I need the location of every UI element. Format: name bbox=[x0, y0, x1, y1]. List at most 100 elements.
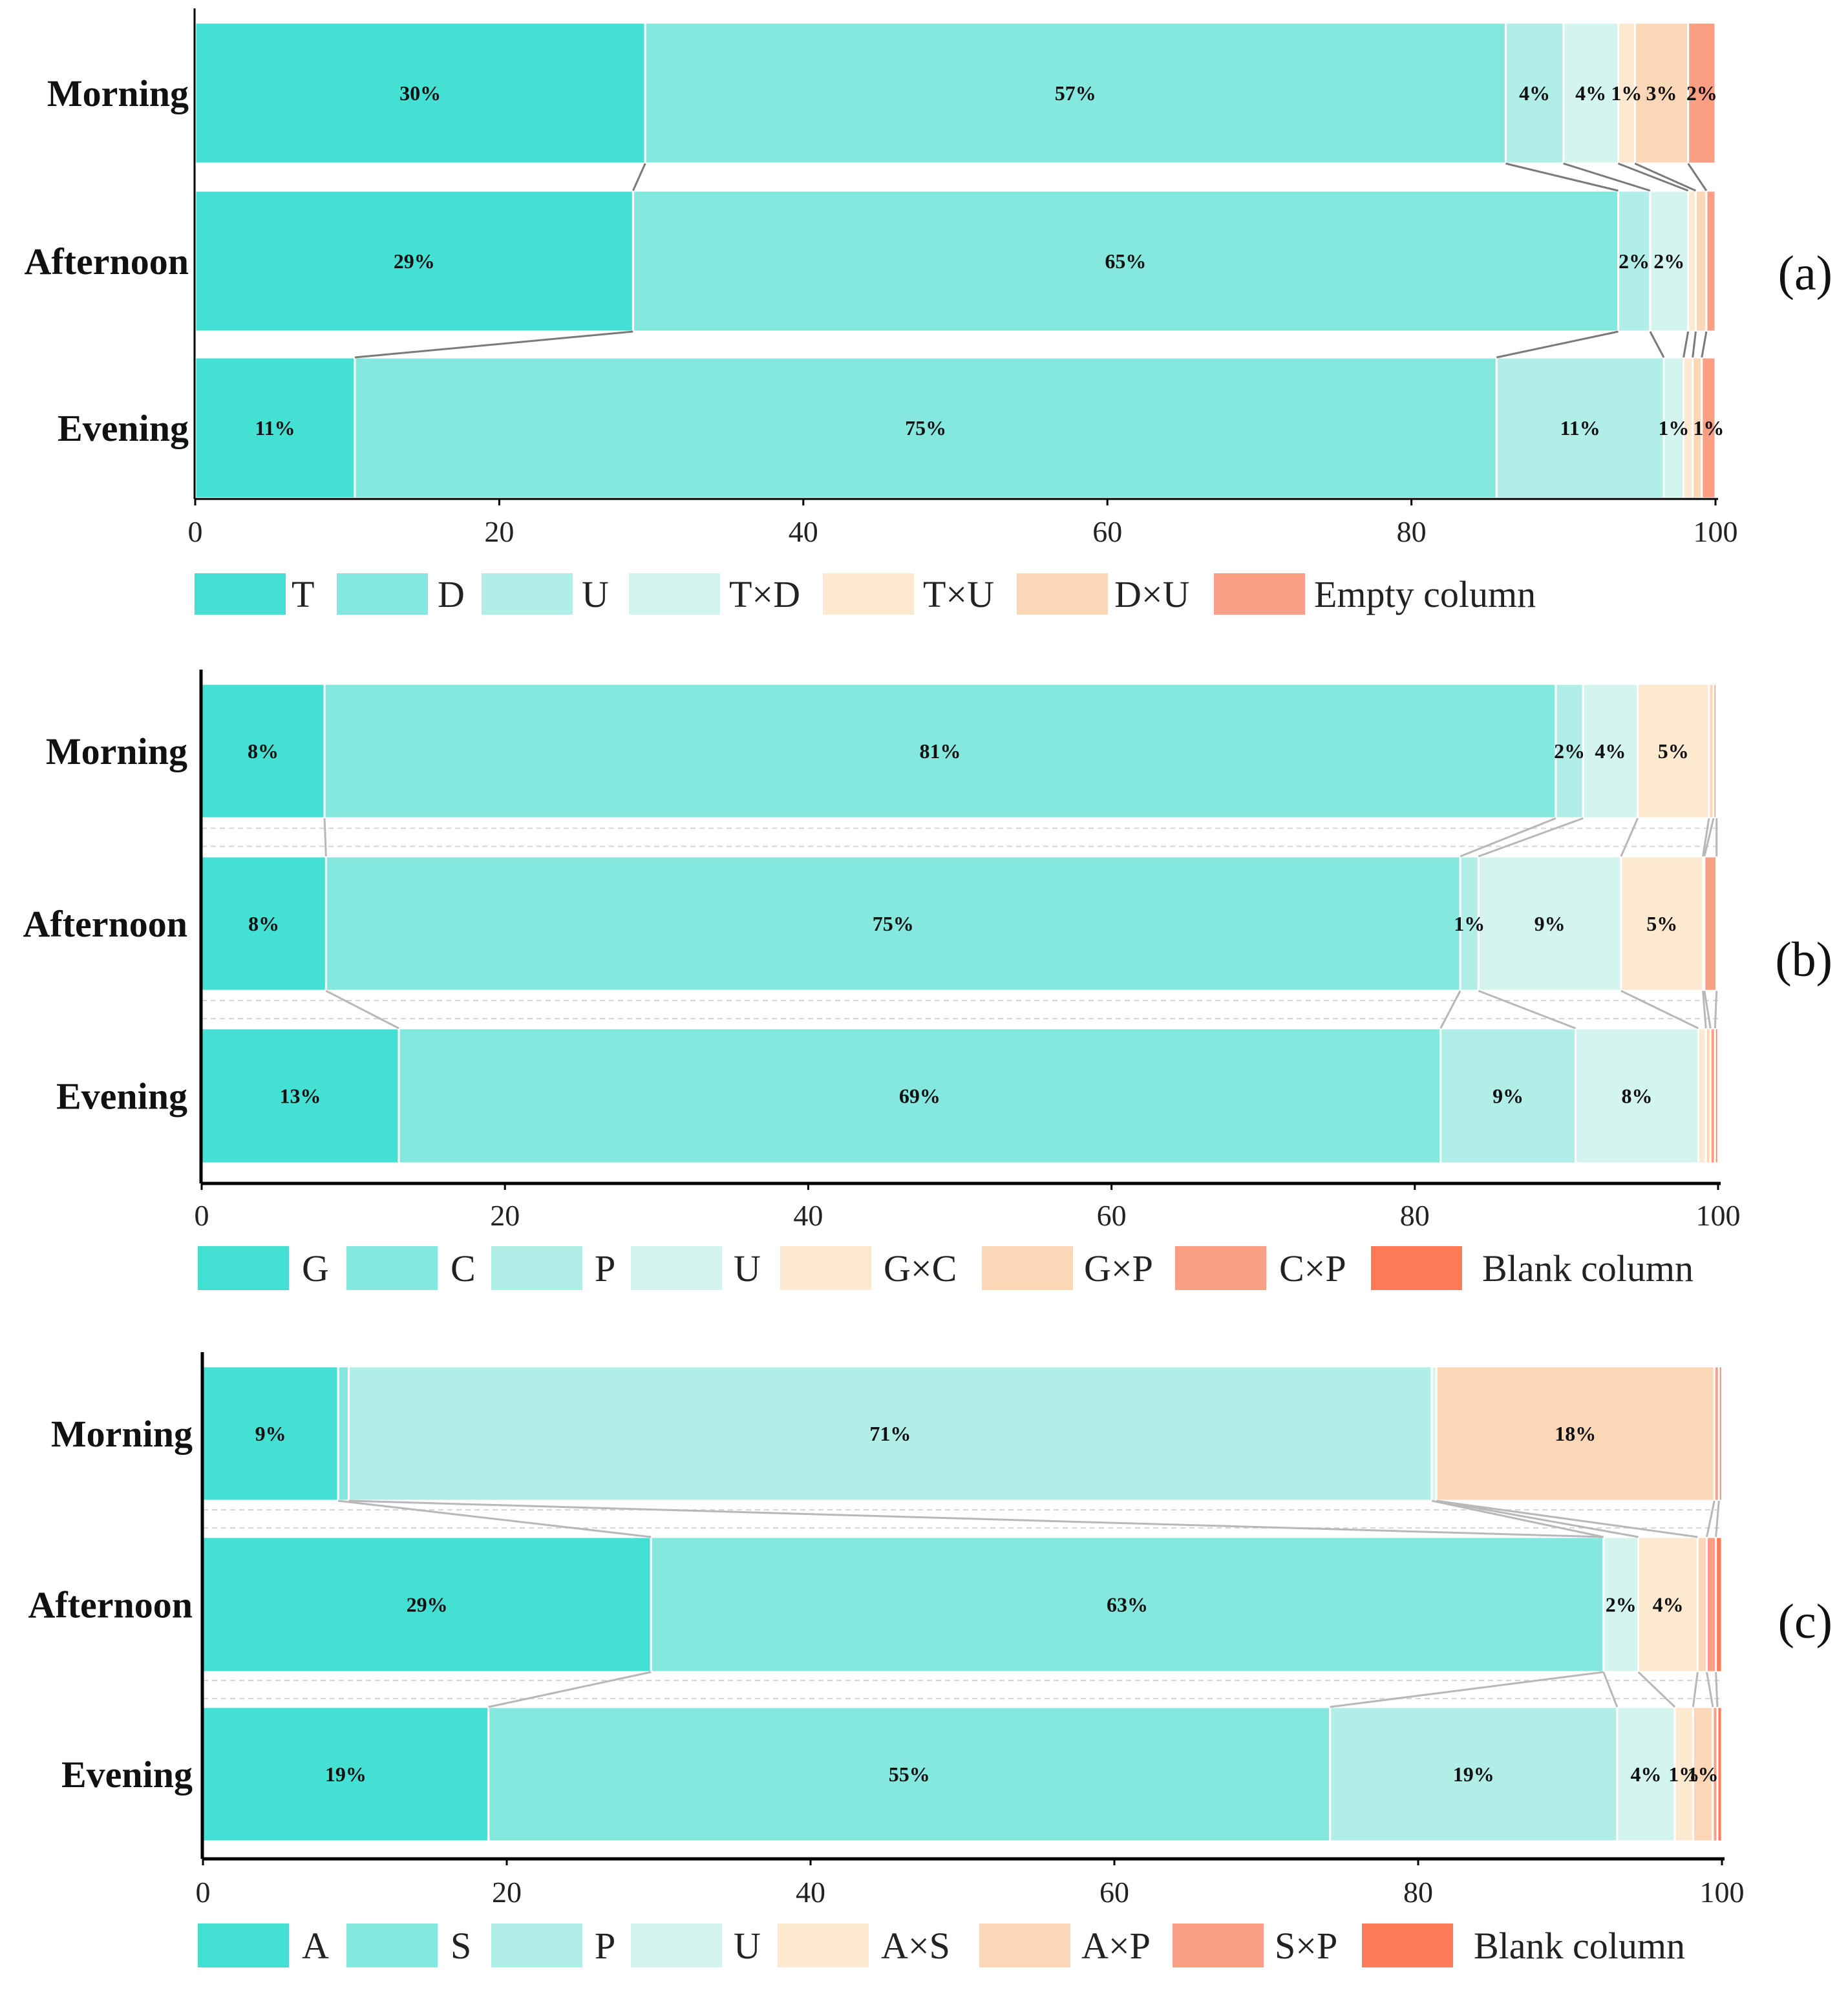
panel-a-x-tick-80: 80 bbox=[1397, 515, 1427, 548]
panel-a-bar-afternoon-empty-column bbox=[1705, 189, 1717, 333]
connector-line bbox=[1436, 1499, 1639, 1538]
panel-b-panel-label: (b) bbox=[1775, 933, 1832, 987]
connector-line bbox=[1703, 818, 1715, 857]
legend-label-s: S bbox=[451, 1925, 471, 1967]
panel-a-bar-evening-d bbox=[354, 356, 1498, 500]
panel-c-label-afternoon-a: 29% bbox=[407, 1593, 448, 1616]
connector-line bbox=[1692, 331, 1697, 358]
connector-line bbox=[1496, 330, 1619, 359]
panel-c-bar-evening-a-x-p bbox=[1692, 1706, 1714, 1843]
panel-b-label-morning-u: 4% bbox=[1595, 739, 1626, 763]
panel-c-bar-morning-blank-column bbox=[1717, 1365, 1723, 1502]
panel-a-x-tick-100: 100 bbox=[1694, 515, 1738, 548]
panel-b-x-tick-0: 0 bbox=[195, 1199, 209, 1232]
panel-c-label-evening-s: 55% bbox=[889, 1763, 930, 1786]
connector-line bbox=[1460, 817, 1556, 858]
panel-b-bar-morning-c bbox=[323, 683, 1557, 820]
panel-b-label-afternoon-p: 1% bbox=[1454, 912, 1485, 935]
panel-c-bar-afternoon-a bbox=[202, 1536, 652, 1673]
legend-swatch-a-x-p bbox=[979, 1923, 1070, 1967]
legend-label-g-x-c: G×C bbox=[884, 1247, 957, 1289]
panel-a-legend: T D U T×D T×U D×U Empty column bbox=[195, 573, 1536, 615]
panel-b-x-tick-100: 100 bbox=[1696, 1199, 1741, 1232]
legend-swatch-s bbox=[346, 1923, 438, 1967]
legend-swatch-c-x-p bbox=[1175, 1246, 1266, 1290]
panel-b-bar-evening-g-x-c bbox=[1697, 1027, 1707, 1165]
panel-c-bar-morning-s bbox=[337, 1365, 350, 1502]
connector-line bbox=[1703, 990, 1712, 1029]
panel-c-label-afternoon-u: 2% bbox=[1606, 1593, 1637, 1616]
legend-swatch-t bbox=[195, 573, 286, 615]
panel-c-panel-label: (c) bbox=[1778, 1595, 1832, 1649]
legend-label-c-x-p: C×P bbox=[1279, 1247, 1346, 1289]
panel-a-category-evening: Evening bbox=[58, 407, 189, 449]
legend-label-d: D bbox=[438, 573, 465, 615]
connector-line bbox=[348, 1499, 1604, 1538]
panel-a-bar-afternoon-u bbox=[1617, 189, 1652, 333]
panel-b-label-afternoon-u: 9% bbox=[1535, 912, 1566, 935]
panel-c-label-morning-a-x-p: 18% bbox=[1555, 1422, 1596, 1445]
connector-line bbox=[1617, 162, 1689, 192]
legend-swatch-u bbox=[631, 1246, 722, 1290]
panel-a-x-tick-60: 60 bbox=[1092, 515, 1122, 548]
panel-b-label-morning-g-x-c: 5% bbox=[1658, 739, 1689, 763]
connector-line bbox=[1436, 1499, 1698, 1538]
connector-line bbox=[1692, 1671, 1699, 1708]
panel-b-x-tick-80: 80 bbox=[1400, 1199, 1430, 1232]
panel-a-x-tick-0: 0 bbox=[188, 515, 203, 548]
connector-line bbox=[488, 1671, 652, 1708]
legend-label-s-x-p: S×P bbox=[1275, 1925, 1337, 1967]
panel-b-label-afternoon-g-x-c: 5% bbox=[1646, 912, 1677, 935]
connector-line bbox=[1714, 990, 1718, 1029]
panel-b-category-morning: Morning bbox=[46, 730, 187, 772]
panel-b-label-evening-g: 13% bbox=[279, 1085, 321, 1108]
panel-a-label-afternoon-d: 65% bbox=[1105, 249, 1146, 273]
panel-c-bar-afternoon-u bbox=[1602, 1536, 1640, 1673]
panel-b-bar-morning-u bbox=[1582, 683, 1639, 820]
panel-c-label-evening-a-x-s: 1% bbox=[1668, 1763, 1699, 1786]
panel-b-bar-afternoon-g-x-c bbox=[1620, 855, 1705, 992]
panel-c-bar-afternoon-a-x-p bbox=[1696, 1536, 1708, 1673]
panel-a-label-morning-d: 57% bbox=[1055, 81, 1096, 105]
panel-b-label-evening-p: 9% bbox=[1492, 1085, 1524, 1108]
panel-a-bar-morning-empty-column bbox=[1687, 21, 1717, 165]
panel-b-bar-morning-p bbox=[1555, 683, 1584, 820]
connector-line bbox=[1439, 990, 1461, 1029]
panel-b-legend: G C P U G×C G×P C×P Blank column bbox=[198, 1246, 1694, 1290]
connector-line bbox=[1701, 331, 1708, 358]
panel-a-label-evening-d: 75% bbox=[905, 416, 946, 440]
legend-label-p: P bbox=[595, 1925, 615, 1967]
legend-swatch-d-x-u bbox=[1017, 573, 1108, 615]
connector-line bbox=[1602, 1671, 1619, 1708]
panel-b-bar-afternoon-c-x-p bbox=[1703, 855, 1718, 992]
legend-label-a: A bbox=[302, 1925, 329, 1967]
panel-c-label-evening-a-x-p: 1% bbox=[1688, 1763, 1719, 1786]
legend-label-g-x-p: G×P bbox=[1084, 1247, 1153, 1289]
panel-a-bar-evening-t bbox=[194, 356, 356, 500]
panel-c-x-tick-40: 40 bbox=[796, 1876, 825, 1909]
panel-a-label-evening-empty-column: 1% bbox=[1693, 416, 1724, 440]
panel-c-x-tick-60: 60 bbox=[1099, 1876, 1129, 1909]
panel-a-bar-afternoon-d-x-u bbox=[1694, 189, 1708, 333]
connector-line bbox=[1687, 163, 1708, 191]
connector-line bbox=[337, 1499, 652, 1538]
panel-a-label-evening-t: 11% bbox=[255, 416, 295, 440]
panel-c-chart: 9% 71% 18% 29% 63% 2% 4% 19% 55% 19% 4% 1%1% Morning… bbox=[28, 1352, 1832, 1967]
panel-a-label-morning-d-x-u: 3% bbox=[1646, 81, 1677, 105]
legend-swatch-g bbox=[198, 1246, 289, 1290]
connector-line bbox=[1683, 331, 1690, 358]
connector-line bbox=[1649, 331, 1665, 358]
panel-b-bar-afternoon-g bbox=[200, 855, 327, 992]
panel-c-category-afternoon: Afternoon bbox=[28, 1584, 193, 1626]
panel-a-bar-morning-d bbox=[644, 21, 1507, 165]
panel-c-bar-morning-p bbox=[348, 1365, 1433, 1502]
panel-a-bar-morning-t bbox=[194, 21, 646, 165]
legend-label-g: G bbox=[302, 1247, 329, 1289]
legend-swatch-a-x-s bbox=[778, 1923, 869, 1967]
panel-c-x-tick-80: 80 bbox=[1403, 1876, 1433, 1909]
connector-line bbox=[1637, 1671, 1676, 1708]
panel-b-bar-evening-blank-column bbox=[1714, 1027, 1719, 1165]
panel-b-bar-evening-p bbox=[1439, 1027, 1577, 1165]
